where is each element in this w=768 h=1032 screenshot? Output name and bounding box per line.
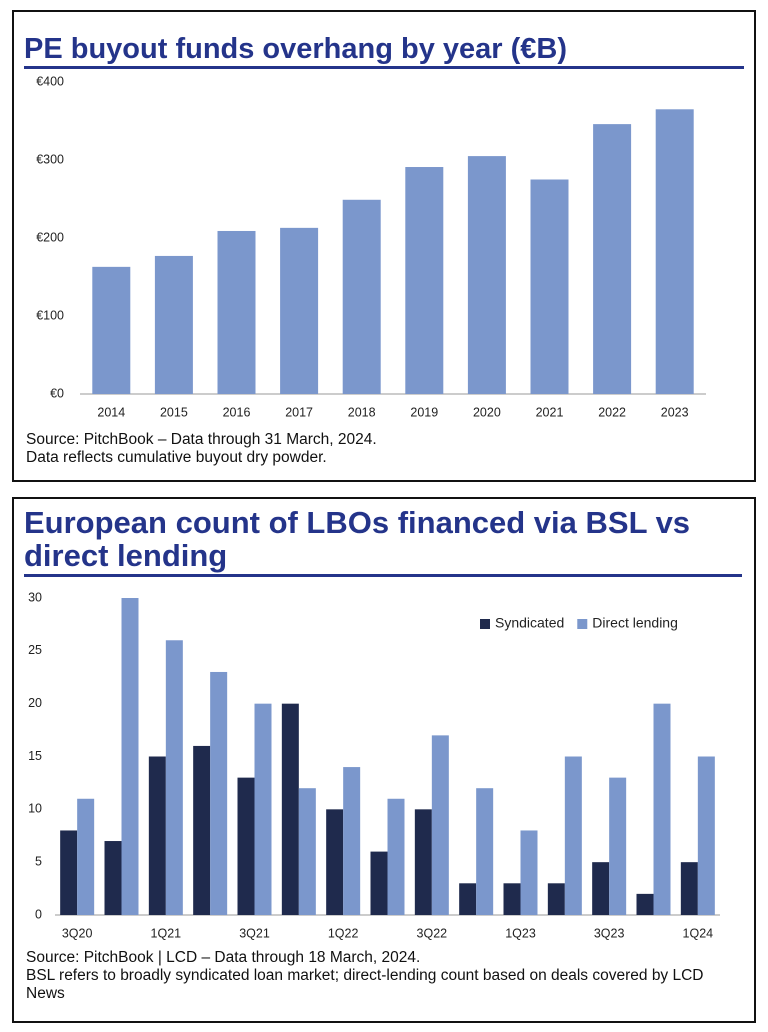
x-tick-label: 2019 [410,405,438,419]
x-tick-label: 1Q22 [328,926,359,940]
bar [237,777,255,915]
bar [254,703,272,915]
x-tick-label: 3Q22 [417,926,448,940]
bar [405,167,444,394]
x-tick-label: 2017 [285,405,313,419]
bar [148,756,166,915]
x-tick-label: 2022 [598,405,626,419]
bar [343,767,361,915]
bar [653,703,671,915]
x-tick-label: 1Q21 [151,926,182,940]
x-tick-label: 2021 [536,405,564,419]
y-tick-label: 25 [28,643,42,657]
bar [476,788,494,915]
bar [503,883,521,915]
y-tick-label: 20 [28,696,42,710]
bar [520,830,538,915]
y-tick-label: 5 [35,854,42,868]
bar [547,883,565,915]
bar [530,179,569,394]
legend-label: Direct lending [592,615,678,631]
x-tick-label: 1Q24 [683,926,714,940]
bar [431,735,449,915]
y-tick-label: 0 [35,907,42,921]
note: Data reflects cumulative buyout dry powd… [26,449,327,466]
bar [92,266,131,394]
bar [636,893,654,915]
bar [217,230,256,394]
bar [326,809,344,915]
bar [210,671,228,915]
bar [370,851,388,915]
y-tick-label: 30 [28,590,42,604]
x-tick-label: 3Q23 [594,926,625,940]
bar [60,830,78,915]
y-tick-label: 10 [28,802,42,816]
legend-swatch [577,619,588,629]
y-tick-label: €300 [36,152,64,166]
bar [165,640,183,915]
note: Source: PitchBook – Data through 31 Marc… [26,431,377,448]
bar [680,862,698,915]
bar [593,124,632,395]
x-tick-label: 1Q23 [505,926,536,940]
y-tick-label: 15 [28,749,42,763]
bar [609,777,627,915]
x-tick-label: 2023 [661,405,689,419]
notes: Source: PitchBook | LCD – Data through 1… [26,949,746,1003]
y-tick-label: €0 [50,386,64,400]
x-tick-label: 3Q21 [239,926,270,940]
x-tick-label: 2018 [348,405,376,419]
bar [564,756,582,915]
x-tick-label: 3Q20 [62,926,93,940]
bar [387,798,405,915]
bar [154,255,193,394]
panel [12,497,756,1023]
bar [655,109,694,395]
bar [121,598,139,915]
bar [77,798,95,915]
bar [592,862,610,915]
bar [280,227,319,394]
bar [467,156,506,394]
legend-swatch [480,619,490,629]
legend-label: Syndicated [495,615,564,631]
chart-title: European count of LBOs financed via BSL … [24,506,742,578]
bar [459,883,477,915]
x-tick-label: 2015 [160,405,188,419]
notes: Source: PitchBook – Data through 31 Marc… [26,431,377,467]
x-tick-label: 2020 [473,405,501,419]
bar [414,809,432,915]
bar [342,199,381,394]
bar [193,745,211,915]
note: BSL refers to broadly syndicated loan ma… [26,967,704,1002]
chart-title: PE buyout funds overhang by year (€B) [24,34,744,70]
y-tick-label: €200 [36,230,64,244]
y-tick-label: €100 [36,308,64,322]
note: Source: PitchBook | LCD – Data through 1… [26,949,421,966]
panel [12,10,756,482]
bar [104,841,122,915]
x-tick-label: 2014 [97,405,125,419]
y-tick-label: €400 [36,74,64,88]
x-tick-label: 2016 [223,405,251,419]
bar [281,703,299,915]
bar [298,788,316,915]
bar [697,756,715,915]
